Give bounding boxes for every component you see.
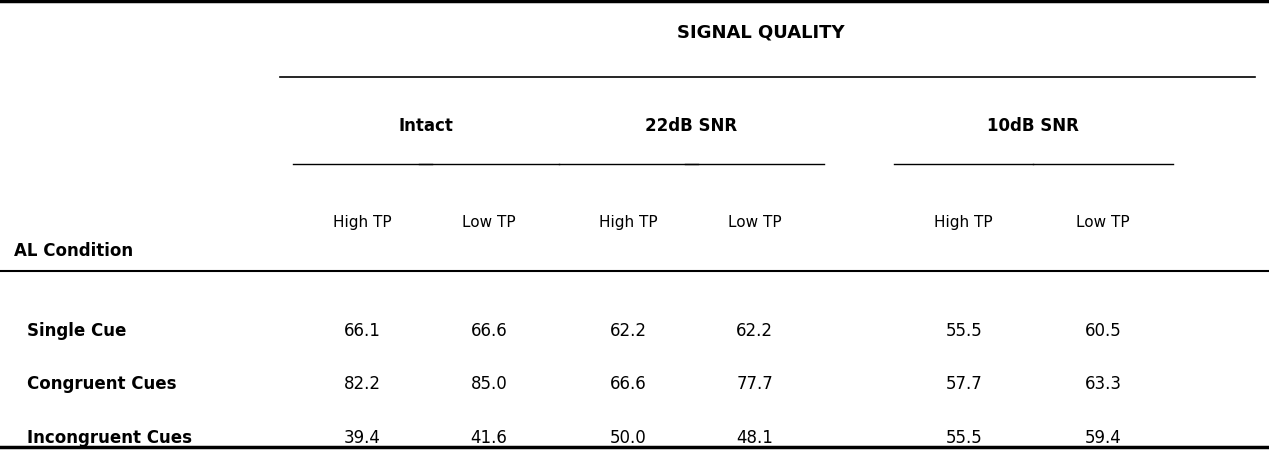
Text: Low TP: Low TP [462,215,515,230]
Text: 48.1: 48.1 [736,429,773,447]
Text: 22dB SNR: 22dB SNR [646,117,737,135]
Text: Incongruent Cues: Incongruent Cues [27,429,192,447]
Text: Low TP: Low TP [1076,215,1129,230]
Text: High TP: High TP [332,215,392,230]
Text: 60.5: 60.5 [1085,322,1122,340]
Text: 85.0: 85.0 [471,375,508,393]
Text: 77.7: 77.7 [736,375,773,393]
Text: 62.2: 62.2 [609,322,647,340]
Text: SIGNAL QUALITY: SIGNAL QUALITY [678,24,845,42]
Text: 66.1: 66.1 [344,322,381,340]
Text: AL Condition: AL Condition [14,242,133,260]
Text: 59.4: 59.4 [1085,429,1122,447]
Text: Single Cue: Single Cue [27,322,126,340]
Text: Congruent Cues: Congruent Cues [27,375,176,393]
Text: Intact: Intact [398,117,453,135]
Text: 66.6: 66.6 [471,322,508,340]
Text: 57.7: 57.7 [945,375,982,393]
Text: 63.3: 63.3 [1085,375,1122,393]
Text: 39.4: 39.4 [344,429,381,447]
Text: 82.2: 82.2 [344,375,381,393]
Text: Low TP: Low TP [728,215,782,230]
Text: High TP: High TP [599,215,657,230]
Text: 66.6: 66.6 [610,375,646,393]
Text: 50.0: 50.0 [610,429,646,447]
Text: High TP: High TP [934,215,994,230]
Text: 41.6: 41.6 [471,429,508,447]
Text: 55.5: 55.5 [945,429,982,447]
Text: 62.2: 62.2 [736,322,773,340]
Text: 55.5: 55.5 [945,322,982,340]
Text: 10dB SNR: 10dB SNR [987,117,1080,135]
